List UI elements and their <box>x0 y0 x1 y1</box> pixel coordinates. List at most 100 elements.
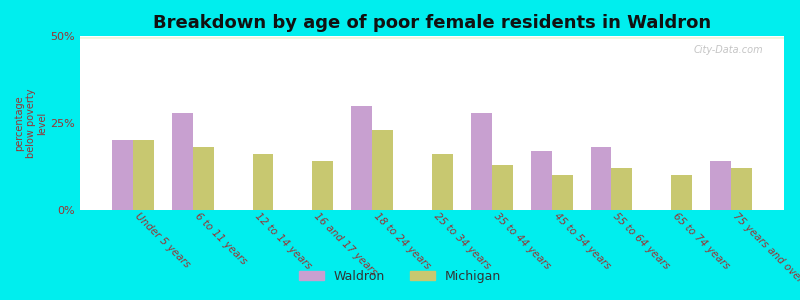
Bar <box>80 37 784 39</box>
Bar <box>80 37 784 39</box>
Bar <box>80 37 784 38</box>
Title: Breakdown by age of poor female residents in Waldron: Breakdown by age of poor female resident… <box>153 14 711 32</box>
Bar <box>80 37 784 39</box>
Bar <box>80 38 784 39</box>
Bar <box>80 37 784 39</box>
Bar <box>80 37 784 38</box>
Bar <box>80 37 784 39</box>
Bar <box>80 36 784 38</box>
Bar <box>193 147 214 210</box>
Bar <box>80 36 784 38</box>
Bar <box>80 37 784 39</box>
Bar <box>80 36 784 38</box>
Bar <box>80 37 784 38</box>
Bar <box>80 37 784 39</box>
Bar <box>80 36 784 38</box>
Bar <box>112 140 133 210</box>
Bar <box>80 37 784 39</box>
Bar <box>432 154 453 210</box>
Bar <box>80 37 784 38</box>
Bar <box>80 36 784 38</box>
Bar <box>80 37 784 38</box>
Bar <box>80 37 784 38</box>
Bar <box>80 36 784 38</box>
Bar <box>80 37 784 39</box>
Bar <box>80 37 784 39</box>
Bar <box>253 154 274 210</box>
Bar <box>80 36 784 38</box>
Y-axis label: percentage
below poverty
level: percentage below poverty level <box>14 88 48 158</box>
Bar <box>80 37 784 38</box>
Bar <box>611 168 632 210</box>
Bar <box>80 37 784 39</box>
Bar <box>80 37 784 38</box>
Bar <box>80 38 784 39</box>
Bar <box>80 37 784 39</box>
Bar <box>80 38 784 39</box>
Bar <box>671 175 692 210</box>
Bar <box>80 37 784 39</box>
Bar <box>80 37 784 39</box>
Bar <box>80 36 784 38</box>
Bar <box>80 37 784 39</box>
Bar <box>80 38 784 39</box>
Bar <box>80 36 784 38</box>
Bar <box>80 37 784 39</box>
Bar <box>80 37 784 38</box>
Bar <box>80 37 784 38</box>
Bar <box>471 112 492 210</box>
Bar <box>590 147 611 210</box>
Bar <box>80 36 784 38</box>
Bar <box>80 37 784 39</box>
Bar <box>80 37 784 39</box>
Bar <box>80 36 784 38</box>
Bar <box>80 37 784 39</box>
Bar <box>80 38 784 39</box>
Bar <box>80 36 784 38</box>
Bar <box>530 151 552 210</box>
Bar <box>80 37 784 38</box>
Bar <box>80 37 784 39</box>
Bar <box>80 38 784 39</box>
Bar <box>80 38 784 39</box>
Bar <box>80 37 784 38</box>
Bar <box>80 36 784 38</box>
Bar <box>80 36 784 38</box>
Legend: Waldron, Michigan: Waldron, Michigan <box>294 265 506 288</box>
Bar <box>312 161 334 210</box>
Bar <box>80 37 784 38</box>
Bar <box>80 37 784 38</box>
Bar <box>552 175 573 210</box>
Bar <box>80 38 784 39</box>
Bar <box>80 36 784 38</box>
Bar <box>80 38 784 39</box>
Bar <box>492 165 513 210</box>
Bar <box>133 140 154 210</box>
Bar <box>80 37 784 39</box>
Bar <box>80 36 784 38</box>
Bar <box>80 37 784 38</box>
Bar <box>172 112 193 210</box>
Bar <box>372 130 393 210</box>
Bar <box>80 38 784 39</box>
Bar <box>80 36 784 38</box>
Bar <box>80 38 784 39</box>
Bar <box>80 37 784 38</box>
Bar <box>80 38 784 39</box>
Bar <box>80 37 784 38</box>
Bar <box>80 37 784 39</box>
Bar <box>80 38 784 39</box>
Bar <box>80 37 784 39</box>
Bar <box>80 38 784 39</box>
Bar <box>80 38 784 39</box>
Bar <box>80 38 784 39</box>
Bar <box>710 161 731 210</box>
Bar <box>80 37 784 39</box>
Bar <box>80 36 784 38</box>
Bar <box>80 36 784 38</box>
Bar <box>80 36 784 38</box>
Bar <box>80 36 784 38</box>
Bar <box>80 37 784 39</box>
Bar <box>731 168 752 210</box>
Bar <box>80 37 784 39</box>
